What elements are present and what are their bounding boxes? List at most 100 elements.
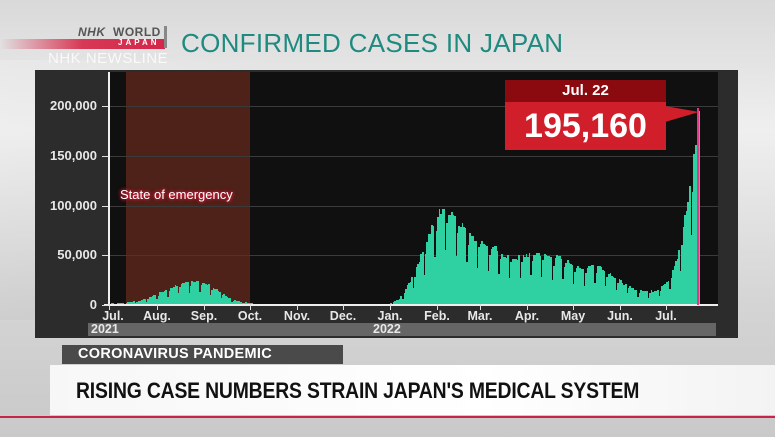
bar	[533, 254, 535, 305]
bar	[521, 262, 523, 305]
x-tick-label: Sep.	[190, 309, 218, 323]
headline: RISING CASE NUMBERS STRAIN JAPAN'S MEDIC…	[76, 378, 640, 403]
bar	[168, 290, 171, 305]
bar	[409, 281, 412, 305]
bar	[597, 265, 600, 305]
bar	[473, 240, 476, 305]
bar	[626, 293, 629, 305]
logo-nhk: NHK	[78, 25, 106, 39]
x-tick-label: Apr.	[514, 309, 540, 323]
x-tick-label: Jun.	[607, 309, 633, 323]
bar	[612, 277, 615, 305]
bar	[455, 256, 458, 305]
bar	[569, 264, 572, 305]
bar	[690, 235, 693, 305]
bar	[173, 287, 175, 305]
bar	[136, 301, 139, 305]
bar	[427, 234, 430, 305]
bar	[231, 301, 233, 305]
bar	[147, 299, 149, 305]
bar	[559, 255, 561, 305]
bar	[650, 290, 653, 305]
state-of-emergency-band	[126, 72, 250, 305]
bar	[235, 300, 238, 305]
bar	[130, 302, 133, 305]
bar	[197, 280, 200, 305]
x-tick-mark	[620, 304, 621, 310]
bar	[392, 302, 395, 305]
bar	[577, 265, 580, 305]
bar	[472, 236, 474, 305]
logo-japan: JAPAN	[118, 38, 160, 47]
bar	[681, 244, 683, 305]
x-tick-mark	[437, 304, 438, 310]
bar	[398, 298, 401, 305]
bar	[550, 257, 552, 305]
bar	[691, 192, 694, 305]
bar	[604, 285, 607, 305]
bar	[447, 215, 450, 305]
bar	[226, 296, 229, 305]
bar	[678, 249, 680, 305]
bar	[414, 276, 416, 305]
bar	[546, 255, 549, 305]
bar	[159, 292, 162, 305]
bar	[490, 248, 493, 305]
bar	[560, 259, 563, 305]
x-tick-mark	[573, 304, 574, 310]
bar	[609, 273, 612, 305]
callout-value: 195,160	[505, 102, 666, 150]
logo-world: WORLD	[113, 25, 161, 39]
bar	[482, 244, 485, 305]
bar	[166, 296, 169, 305]
bar	[640, 290, 642, 305]
bar	[643, 291, 645, 305]
bar	[556, 255, 558, 305]
bar	[537, 252, 540, 305]
bar	[424, 253, 427, 305]
bar	[179, 287, 181, 305]
bar	[446, 223, 448, 305]
bar	[432, 226, 435, 305]
bar	[659, 290, 662, 305]
bar	[543, 253, 546, 305]
bar	[662, 285, 665, 305]
bar	[485, 246, 488, 305]
bar	[412, 288, 415, 305]
latest-value-marker	[697, 108, 699, 305]
bar	[653, 290, 656, 305]
nhk-world-logo: NHK WORLD JAPAN NHK NEWSLINE	[0, 24, 170, 72]
bar	[194, 281, 197, 305]
bar	[434, 256, 436, 305]
bar	[470, 236, 473, 305]
bar	[598, 266, 601, 305]
bar	[676, 258, 679, 305]
bar	[144, 298, 146, 305]
bar	[635, 290, 638, 305]
bar	[420, 253, 423, 305]
bar	[458, 225, 461, 305]
bar	[637, 296, 639, 305]
bar	[151, 296, 154, 305]
bar	[453, 215, 456, 305]
bar	[186, 281, 189, 305]
bar	[202, 283, 204, 305]
bar	[214, 289, 216, 305]
bar	[133, 301, 136, 305]
bar	[679, 271, 682, 305]
bar	[618, 278, 621, 305]
bar	[530, 275, 532, 305]
accent-line	[0, 416, 775, 418]
bar	[154, 294, 157, 305]
bar	[611, 276, 613, 305]
bar	[141, 300, 143, 305]
bar	[408, 282, 410, 305]
bar	[478, 247, 481, 305]
bar	[566, 259, 569, 305]
bar	[209, 294, 212, 305]
bar	[437, 217, 439, 305]
bar	[174, 284, 177, 305]
bar	[394, 300, 397, 305]
bar	[476, 267, 479, 305]
bar	[495, 246, 497, 305]
